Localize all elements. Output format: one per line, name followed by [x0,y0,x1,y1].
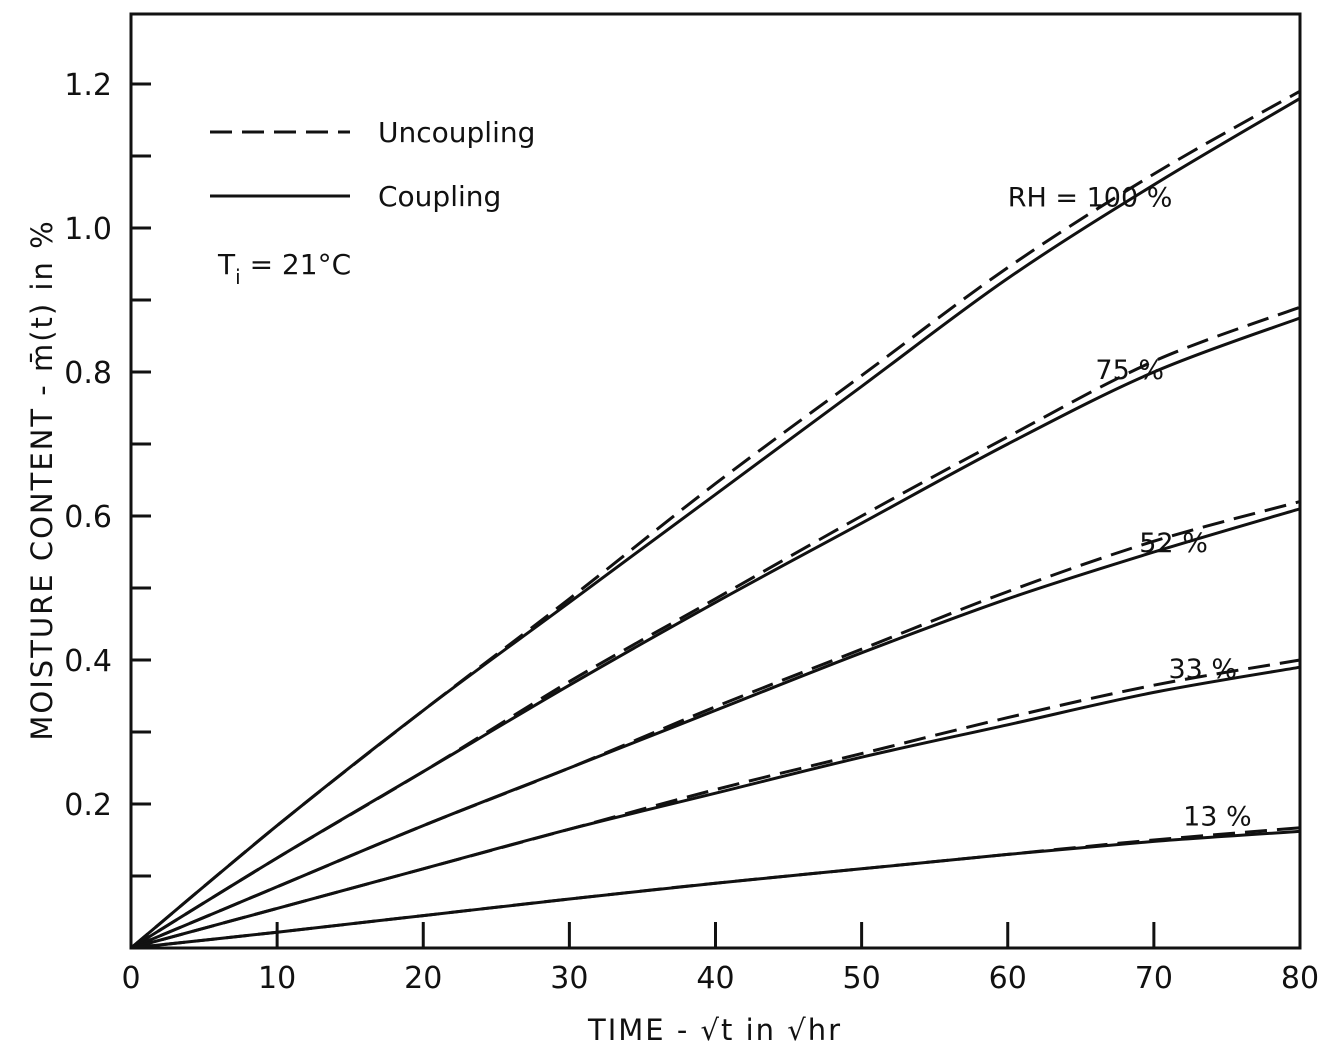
curve-uncoupling-2 [130,500,1301,950]
y-tick-label: 0.2 [64,788,112,823]
curve-uncoupling-0 [130,89,1301,950]
curve-labels: RH = 100 % 75 % 52 % 33 % 13 % [1008,182,1252,832]
x-tick-label: 30 [550,961,588,996]
x-axis-ticks: 0 10 20 30 40 50 60 70 80 [121,922,1319,996]
y-axis-ticks: 0.2 0.4 0.6 0.8 1.0 1.2 [64,68,151,878]
curve-label-4: 13 % [1183,802,1252,833]
x-tick-label: 60 [989,961,1027,996]
curve-uncoupling-3 [130,658,1301,950]
y-tick-label: 0.6 [64,500,112,535]
curve-label-3: 33 % [1168,654,1237,685]
y-tick-label: 0.4 [64,644,112,679]
x-tick-label: 80 [1281,961,1319,996]
legend-label-uncoupling: Uncoupling [378,116,535,149]
curve-label-0: RH = 100 % [1008,182,1173,213]
x-tick-label: 0 [121,961,140,996]
y-tick-label: 1.2 [64,68,112,103]
x-tick-label: 50 [843,961,881,996]
data-curves [130,89,1301,950]
y-axis-title: MOISTURE CONTENT - m̄(t) in % [25,219,59,740]
curve-label-2: 52 % [1139,528,1208,559]
curve-coupling-0 [130,97,1301,950]
x-tick-label: 20 [404,961,442,996]
temperature-annotation: Ti = 21°C [217,248,351,289]
y-tick-label: 1.0 [64,212,112,247]
curve-coupling-1 [130,316,1301,950]
x-tick-label: 10 [258,961,296,996]
x-axis-title: TIME - √t in √hr [587,1013,842,1047]
x-tick-label: 70 [1135,961,1173,996]
plot-frame [129,12,1302,950]
curve-uncoupling-4 [130,826,1301,950]
legend-label-coupling: Coupling [378,180,501,213]
y-tick-label: 0.8 [64,356,112,391]
curve-uncoupling-1 [130,305,1301,950]
x-tick-label: 40 [696,961,734,996]
legend: Uncoupling Coupling [210,116,535,213]
curve-label-1: 75 % [1095,355,1164,386]
